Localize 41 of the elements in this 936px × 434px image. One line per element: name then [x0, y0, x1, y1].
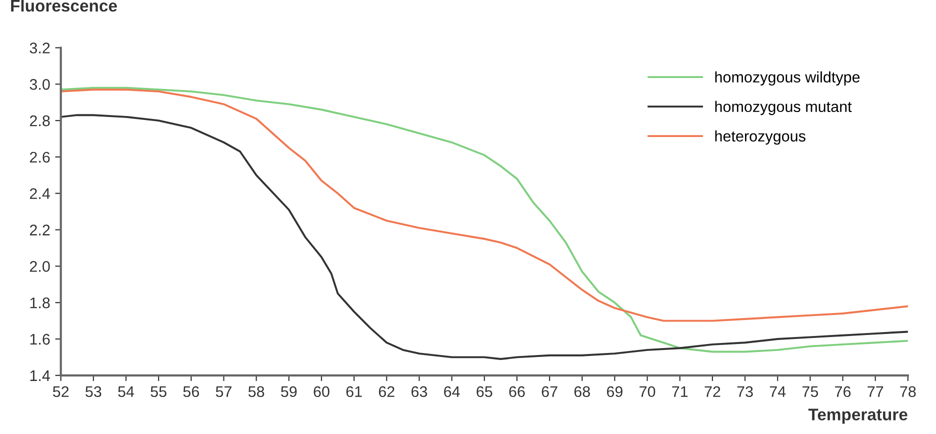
y-tick-label: 2.0: [30, 261, 50, 272]
x-tick-label: 61: [346, 386, 362, 398]
x-tick-label: 75: [802, 386, 818, 398]
x-tick-label: 78: [900, 386, 916, 398]
x-tick-label: 76: [835, 386, 851, 398]
y-tick-label: 2.6: [30, 152, 50, 163]
x-tick-label: 53: [86, 386, 102, 398]
y-tick-label: 1.8: [30, 297, 50, 308]
y-tick-label: 1.6: [30, 334, 50, 345]
x-tick-label: 66: [509, 386, 525, 398]
y-tick-label: 1.4: [30, 370, 50, 381]
x-tick-label: 70: [640, 386, 656, 398]
x-tick-label: 58: [248, 386, 264, 398]
y-tick-label: 3.2: [30, 42, 50, 54]
x-tick-label: 60: [314, 386, 330, 398]
x-tick-label: 69: [606, 386, 622, 398]
y-tick-label: 3.0: [30, 79, 50, 90]
x-tick-label: 72: [704, 386, 720, 397]
x-tick-label: 67: [542, 386, 558, 398]
x-tick-label: 52: [52, 386, 69, 398]
x-tick-label: 57: [216, 386, 232, 398]
x-tick-label: 63: [412, 386, 428, 398]
x-tick-label: 73: [737, 386, 753, 398]
x-tick-label: 64: [444, 386, 460, 398]
x-tick-label: 77: [868, 386, 884, 397]
y-tick-label: 2.4: [30, 188, 50, 199]
legend-label: homozygous mutant: [715, 100, 852, 116]
legend-label: heterozygous: [715, 130, 806, 145]
x-tick-label: 56: [183, 386, 199, 398]
y-tick-label: 2.2: [30, 224, 50, 236]
y-tick-label: 2.8: [30, 115, 50, 126]
legend-label: homozygous wildtype: [715, 71, 860, 86]
x-tick-label: 74: [770, 386, 786, 397]
x-tick-label: 59: [281, 386, 297, 398]
x-tick-label: 71: [672, 386, 688, 397]
x-tick-label: 55: [150, 386, 166, 398]
x-tick-label: 54: [118, 386, 134, 398]
x-tick-label: 68: [574, 386, 590, 398]
x-tick-label: 65: [476, 386, 492, 398]
x-tick-label: 62: [378, 386, 394, 398]
x-axis-title: Temperature: [808, 408, 908, 424]
